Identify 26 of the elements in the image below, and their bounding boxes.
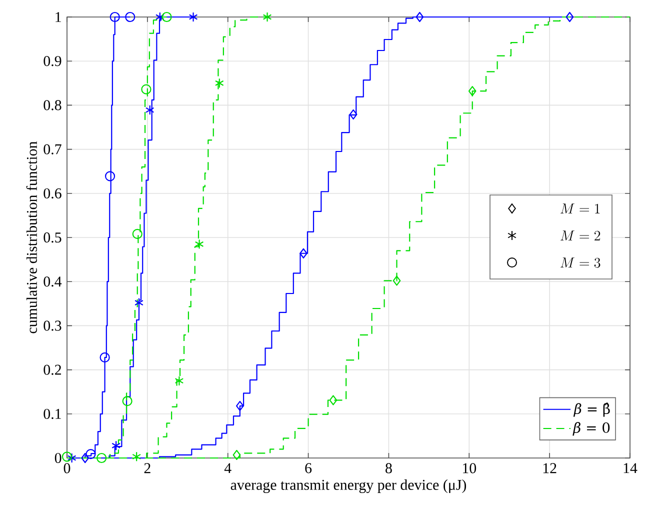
- y-tick-label: 0.8: [44, 100, 62, 110]
- y-tick-label: 0.1: [44, 408, 61, 419]
- x-axis-title: average transmit energy per device (μJ): [230, 479, 466, 494]
- y-tick-label: 0.3: [44, 320, 62, 331]
- y-axis-title: cumulative distribution function: [26, 141, 37, 334]
- legend-label: β = β̂: [573, 402, 610, 417]
- x-tick-label: 6: [305, 463, 312, 474]
- y-tick-label: 0.4: [44, 276, 62, 287]
- y-tick-label: 0.7: [44, 144, 62, 154]
- annotation: $M=3$: [560, 258, 600, 268]
- annotation: $M=1$: [560, 204, 600, 214]
- y-tick-label: 0.5: [44, 232, 62, 243]
- x-tick-label: 0: [64, 463, 70, 474]
- legend-label: β = 0: [572, 422, 610, 436]
- y-tick-label: 0.9: [44, 56, 62, 66]
- y-tick-label: 1: [56, 12, 61, 22]
- y-tick-label: 0.6: [44, 188, 62, 198]
- x-tick-label: 8: [386, 463, 392, 474]
- y-tick-label: 0: [54, 452, 62, 464]
- x-tick-label: 2: [144, 463, 150, 474]
- x-tick-label: 4: [224, 463, 232, 474]
- x-tick-label: 10: [462, 463, 476, 474]
- x-tick-label: 14: [624, 463, 638, 474]
- x-tick-label: 12: [543, 463, 556, 474]
- y-tick-label: 0.2: [44, 364, 61, 375]
- annotation: $M=2$: [560, 230, 600, 240]
